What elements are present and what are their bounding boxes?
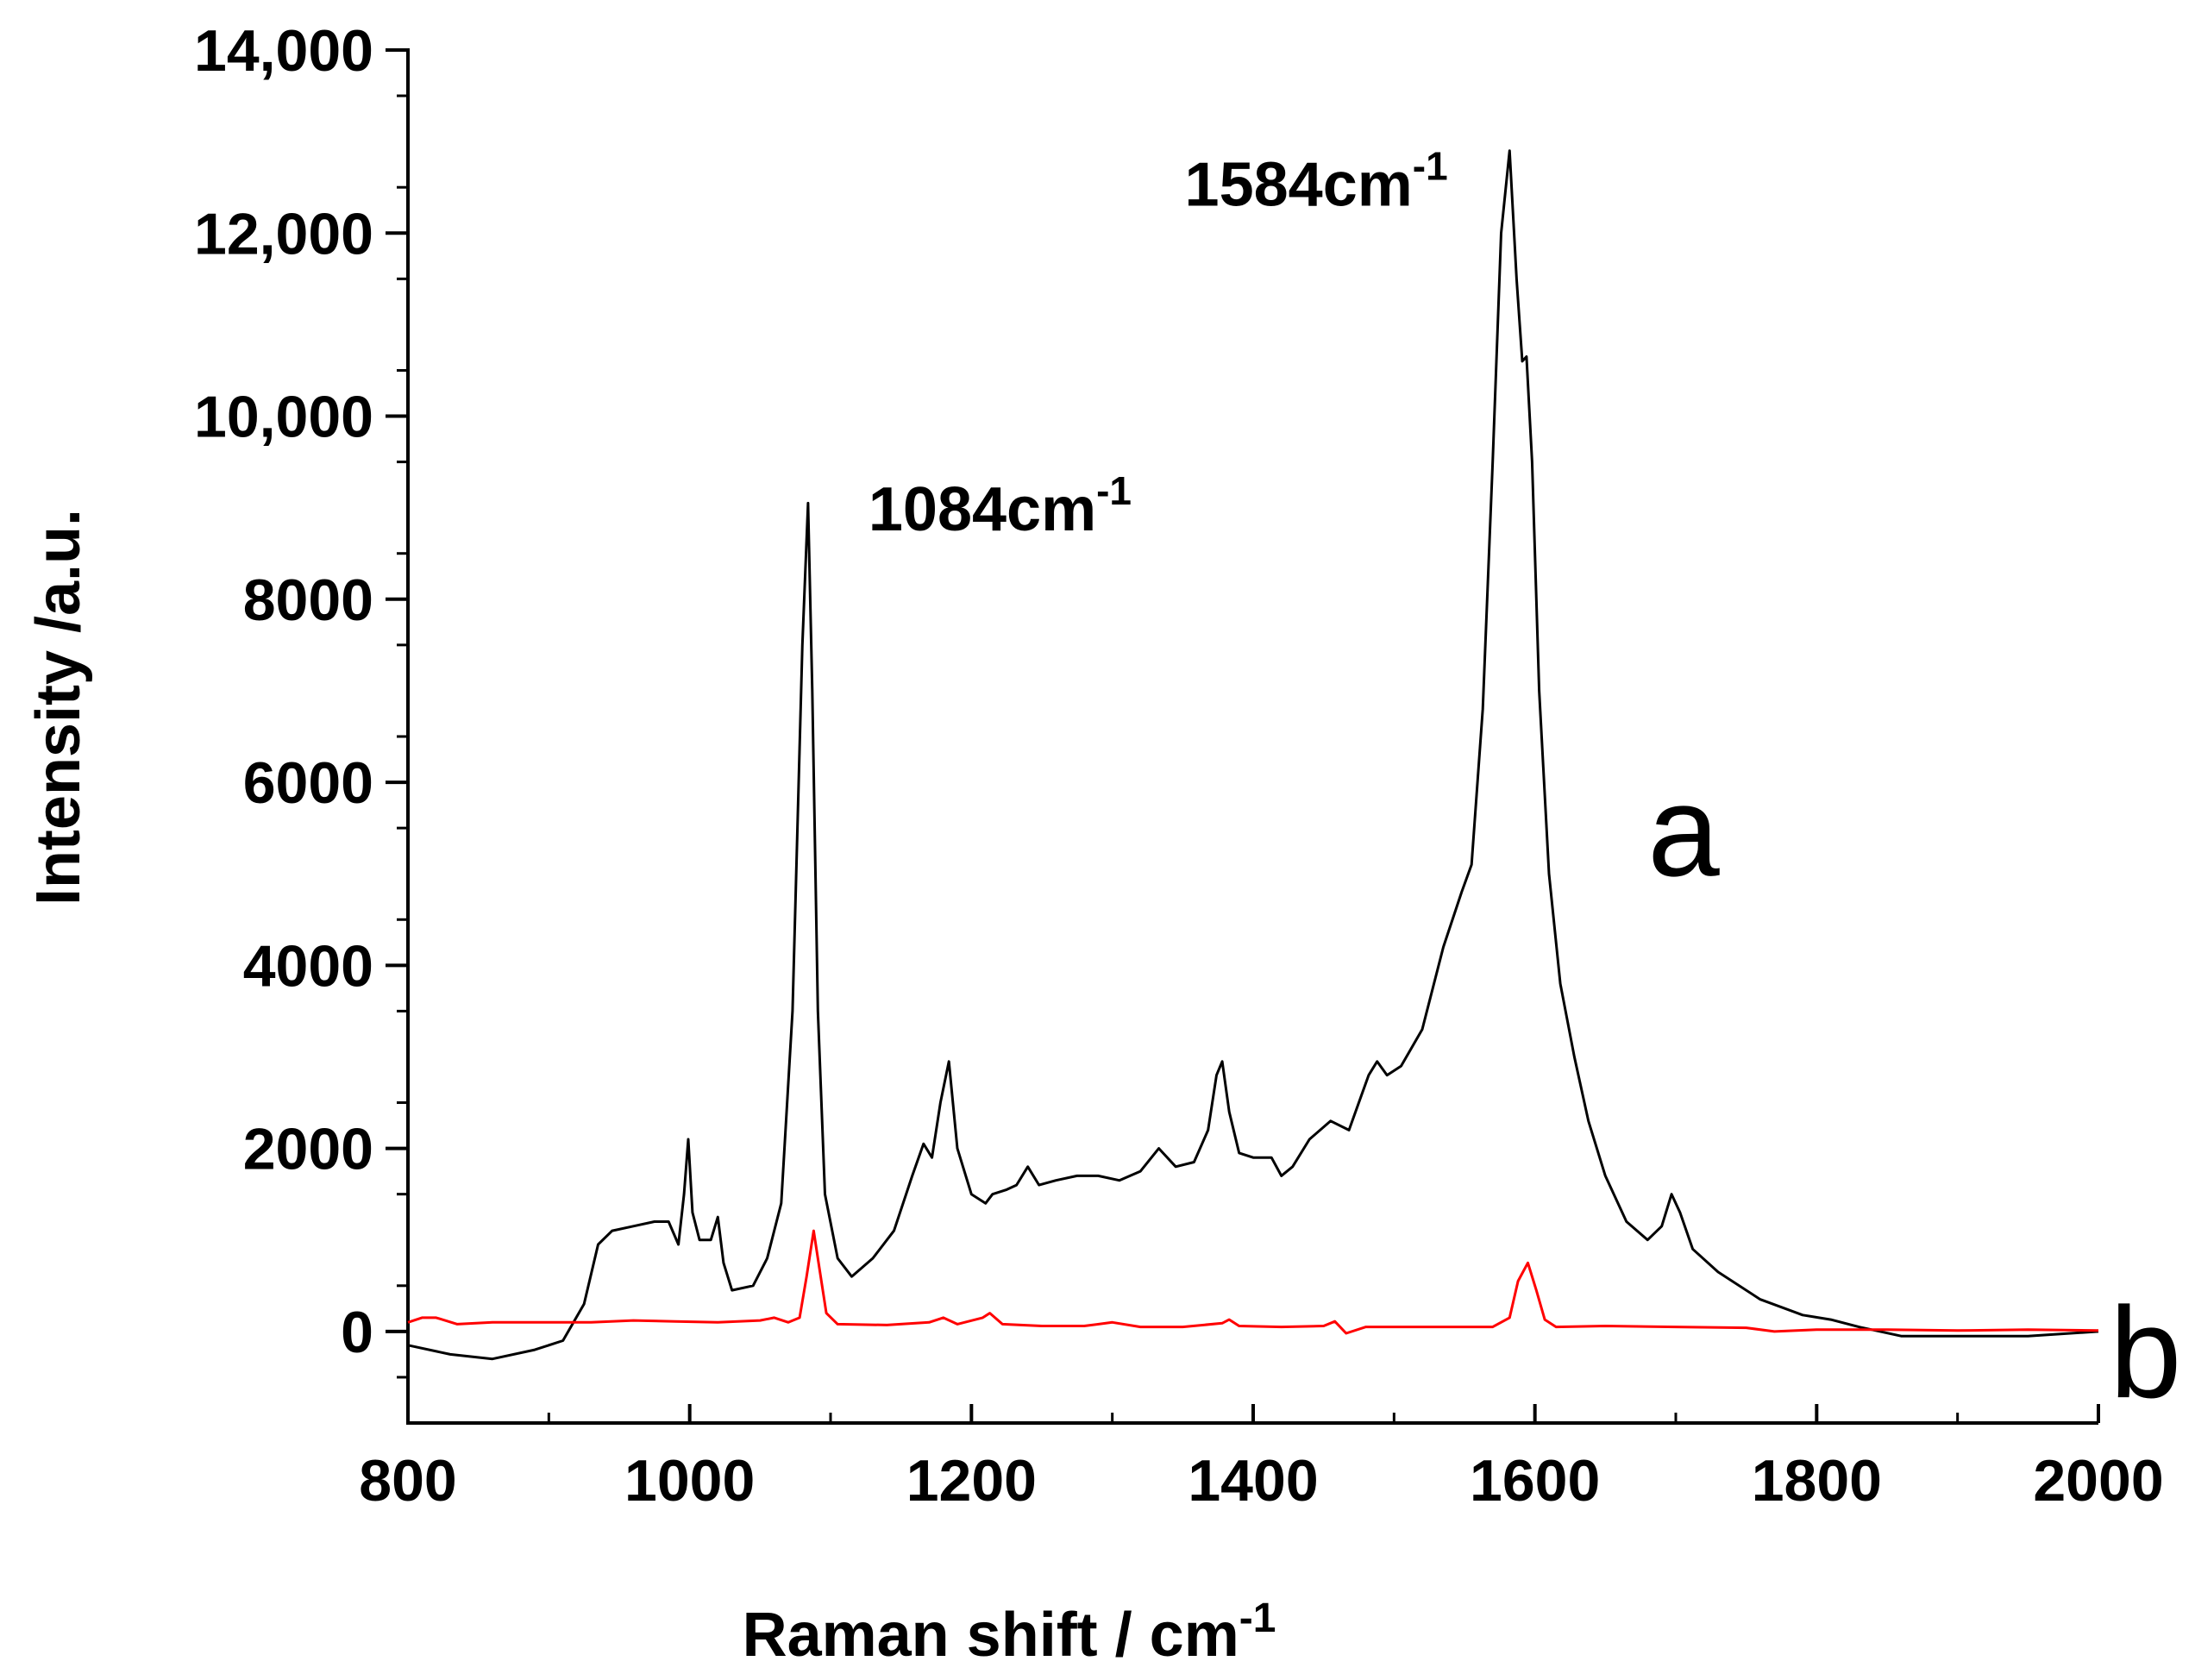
y-tick-label: 10,000: [194, 385, 373, 450]
y-tick-label: 4000: [243, 933, 373, 999]
series-layer: ab: [407, 149, 2182, 1425]
x-tick-label: 1600: [1470, 1448, 1600, 1514]
y-tick-label: 6000: [243, 750, 373, 816]
annotation-layer: 1084cm-1 1584cm-1: [869, 143, 1448, 544]
y-tick-label: 2000: [243, 1117, 373, 1182]
peak-annotation: 1584cm-1: [1185, 143, 1448, 219]
series-label-a: a: [1647, 758, 1720, 903]
y-axis: 0 2000 4000 6000 8000 10,000 12,000 14,000: [194, 18, 408, 1379]
peak-annotation: 1084cm-1: [869, 468, 1132, 544]
series-line-b: [407, 1229, 2099, 1335]
x-tick-label: 1200: [906, 1448, 1037, 1514]
y-tick-label: 0: [341, 1300, 373, 1365]
y-tick-label: 14,000: [194, 18, 373, 84]
x-tick-label: 1000: [624, 1448, 755, 1514]
x-tick-label: 1800: [1752, 1448, 1882, 1514]
x-axis: 800 1000 1200 1400 1600 1800 2000: [359, 1404, 2164, 1514]
y-tick-label: 12,000: [194, 201, 373, 266]
y-tick-label: 8000: [243, 567, 373, 633]
x-axis-title: Raman shift / cm-1: [743, 1595, 1276, 1670]
x-tick-label: 800: [359, 1448, 456, 1514]
series-label-b: b: [2110, 1280, 2181, 1425]
series-line-a: [407, 149, 2099, 1361]
plot-frame: [406, 48, 2098, 1425]
x-tick-label: 2000: [2033, 1448, 2163, 1514]
y-axis-title: Intensity /a.u.: [24, 509, 93, 906]
x-tick-label: 1400: [1188, 1448, 1318, 1514]
